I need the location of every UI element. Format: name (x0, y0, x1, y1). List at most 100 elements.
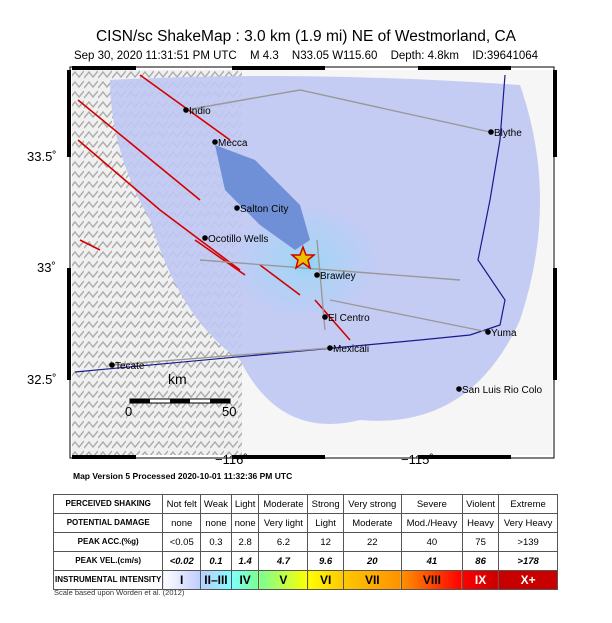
city-label: Mexicali (333, 344, 369, 355)
state-border (419, 74, 506, 341)
shaking-row: PERCEIVED SHAKING Not felt Weak Light Modera… (52, 494, 558, 514)
event-info: Sep 30, 2020 11:31:51 PM UTC M 4.3 N33.0… (0, 50, 612, 62)
vel-cell: 86 (461, 551, 500, 571)
shaking-cell: Light (230, 494, 260, 514)
event-depth: Depth: 4.8km (390, 50, 459, 62)
intensity-cell: IX (461, 570, 500, 590)
acc-cell: 0.3 (200, 532, 232, 552)
svg-text:km: km (168, 371, 187, 387)
intensity-legend: PERCEIVED SHAKING Not felt Weak Light Modera… (52, 494, 558, 590)
damage-row: POTENTIAL DAMAGE none none none Very light Li… (52, 513, 558, 533)
intensity-cell: VI (307, 570, 344, 590)
svg-text:0: 0 (125, 404, 132, 419)
damage-cell: Light (307, 513, 344, 533)
acc-cell: 6.2 (258, 532, 309, 552)
intensity-cell: VII (342, 570, 402, 590)
vel-cell: >178 (498, 551, 558, 571)
star-icon[interactable] (289, 244, 317, 270)
damage-cell: Heavy (461, 513, 500, 533)
shaking-cell: Extreme (498, 494, 558, 514)
intensity-cell: X+ (498, 570, 558, 590)
shaking-cell: Violent (461, 494, 500, 514)
shakemap[interactable]: Indio Mecca Salton City Ocotillo Wells Brawl… (0, 0, 612, 470)
acc-cell: >139 (498, 532, 558, 552)
vel-cell: 20 (342, 551, 402, 571)
svg-text:50: 50 (222, 404, 236, 419)
intensity-row: INSTRUMENTAL INTENSITY I II–III IV V VI VII VII… (52, 570, 558, 590)
city-marker: Salton City (234, 204, 288, 215)
event-magnitude: M 4.3 (249, 50, 279, 62)
damage-cell: none (162, 513, 202, 533)
frame-ticks (67, 66, 557, 459)
city-label: Ocotillo Wells (208, 234, 268, 245)
city-marker: Mecca (212, 138, 248, 149)
damage-cell: none (200, 513, 232, 533)
city-label: Indio (189, 106, 211, 117)
shaking-cell: Severe (400, 494, 463, 514)
shaking-cell: Not felt (162, 494, 202, 514)
event-location: N33.05 W115.60 (291, 50, 378, 62)
lat-label: 33.5˚ (27, 149, 57, 164)
damage-cell: Mod./Heavy (400, 513, 463, 533)
acc-cell: 2.8 (230, 532, 260, 552)
event-date: Sep 30, 2020 11:31:51 PM UTC (73, 50, 237, 62)
vel-cell: 1.4 (230, 551, 260, 571)
scalebar: km 0 50 (125, 371, 236, 419)
lon-label: −115˚ (401, 452, 434, 467)
map-title: CISN/sc ShakeMap : 3.0 km (1.9 mi) NE of… (95, 28, 517, 45)
intensity-cell: I (162, 570, 202, 590)
intensity-cell: II–III (200, 570, 232, 590)
acc-cell: <0.05 (162, 532, 202, 552)
city-marker: El Centro (322, 313, 370, 324)
city-marker: Blythe (488, 128, 522, 139)
damage-cell: none (230, 513, 260, 533)
version-text: Map Version 5 Processed 2020-10-01 11:32… (73, 471, 293, 481)
us-mexico-border (74, 339, 421, 373)
city-marker: Ocotillo Wells (202, 234, 268, 245)
city-marker: Yuma (485, 328, 517, 339)
city-label: Tecate (115, 361, 145, 372)
shaking-cell: Very strong (342, 494, 402, 514)
acc-cell: 75 (461, 532, 500, 552)
shaking-cell: Strong (307, 494, 344, 514)
vel-cell: 0.1 (200, 551, 232, 571)
city-marker: Tecate (109, 361, 145, 372)
event-id: ID:39641064 (472, 50, 539, 62)
lat-label: 33˚ (37, 260, 56, 275)
acc-cell: 22 (342, 532, 402, 552)
roads (111, 89, 491, 366)
intensity-cell: V (258, 570, 309, 590)
salton-sea (215, 145, 310, 250)
city-label: Salton City (240, 204, 288, 215)
acc-cell: 12 (307, 532, 344, 552)
vel-cell: <0.02 (162, 551, 202, 571)
shaking-cell: Moderate (258, 494, 309, 514)
scale-note: Scale based upon Worden et al. (2012) (54, 588, 185, 597)
map-frame (67, 66, 557, 459)
city-label: Brawley (320, 271, 356, 282)
damage-cell: Very Heavy (498, 513, 558, 533)
damage-cell: Moderate (342, 513, 402, 533)
acc-cell: 40 (400, 532, 463, 552)
city-label: El Centro (328, 313, 370, 324)
intensity-cell: VIII (400, 570, 463, 590)
vel-cell: 41 (400, 551, 463, 571)
acc-row: PEAK ACC.(%g) <0.05 0.3 2.8 6.2 12 22 40 75 >139 (52, 532, 558, 552)
shaking-cell: Weak (200, 494, 232, 514)
city-marker: Mexicali (327, 344, 369, 355)
city-marker: Indio (183, 106, 211, 117)
city-marker: Brawley (314, 271, 356, 282)
damage-cell: Very light (258, 513, 309, 533)
vel-cell: 9.6 (307, 551, 344, 571)
vel-row: PEAK VEL.(cm/s) <0.02 0.1 1.4 4.7 9.6 20 41 86 >1… (52, 551, 558, 571)
city-label: Blythe (494, 128, 522, 139)
city-label: Mecca (218, 138, 248, 149)
vel-cell: 4.7 (258, 551, 309, 571)
cities: Indio Mecca Salton City Ocotillo Wells Brawl… (109, 106, 542, 396)
city-marker: San Luis Rio Colo (456, 385, 542, 396)
city-label: Yuma (491, 328, 517, 339)
lat-label: 32.5˚ (27, 372, 57, 387)
city-label: San Luis Rio Colo (462, 385, 542, 396)
lon-label: −116˚ (215, 452, 248, 467)
